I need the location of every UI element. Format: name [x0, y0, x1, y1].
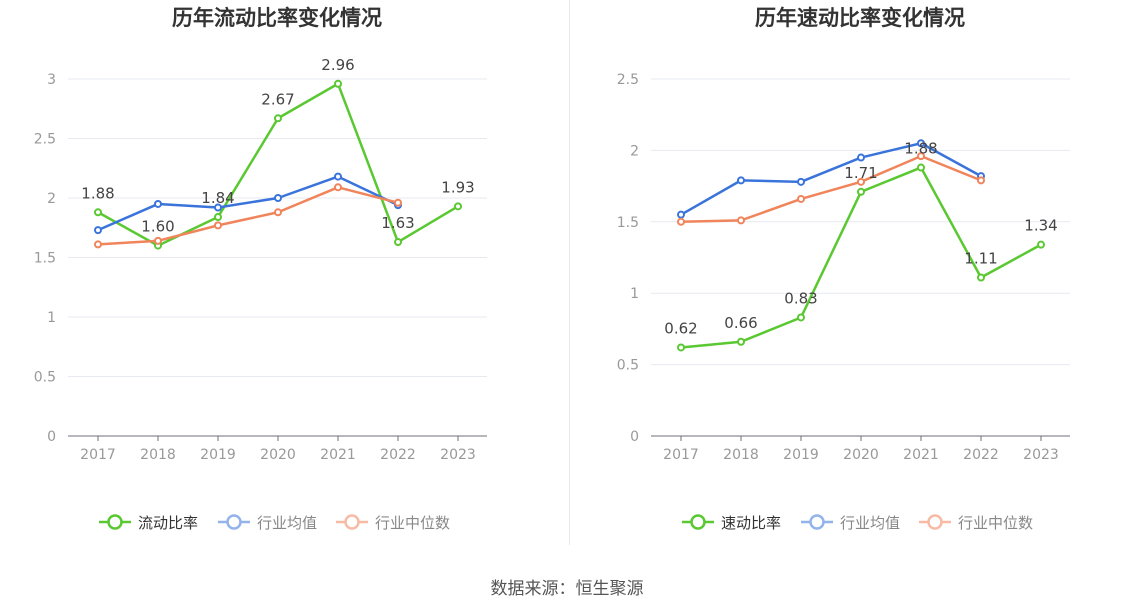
data-label: 1.93: [441, 178, 474, 196]
data-point: [94, 226, 102, 235]
x-tick-label: 2022: [963, 447, 999, 463]
legend-label: 流动比率: [138, 514, 198, 532]
x-tick-label: 2022: [380, 447, 416, 463]
data-label: 1.88: [81, 184, 114, 202]
data-point: [917, 152, 925, 161]
data-point: [737, 337, 745, 346]
data-label: 1.63: [381, 214, 414, 232]
y-tick-label: 2.5: [34, 132, 56, 148]
data-point: [797, 313, 805, 322]
x-tick-label: 2017: [80, 447, 116, 463]
series-line: [97, 175, 399, 232]
data-label: 0.83: [784, 289, 817, 307]
data-point: [154, 236, 162, 245]
data-point: [857, 187, 865, 196]
y-tick-label: 1: [630, 286, 639, 302]
data-point: [274, 208, 282, 217]
legend-marker: [927, 514, 943, 530]
y-tick-label: 1: [47, 310, 56, 326]
data-point: [1037, 240, 1045, 249]
data-point: [977, 273, 985, 282]
series-line: [680, 154, 982, 224]
data-point: [454, 202, 462, 211]
data-point: [94, 208, 102, 217]
data-point: [677, 217, 685, 226]
legend-marker: [226, 514, 242, 530]
data-label: 0.66: [724, 314, 757, 332]
data-point: [737, 216, 745, 225]
y-tick-label: 1.5: [617, 215, 639, 231]
y-tick-label: 2: [47, 191, 56, 207]
data-point: [334, 183, 342, 192]
data-label: 1.84: [201, 189, 234, 207]
data-point: [797, 194, 805, 203]
data-point: [334, 79, 342, 88]
legend-marker: [690, 514, 706, 530]
data-source-note: 数据来源：恒生聚源: [490, 579, 644, 599]
data-point: [977, 176, 985, 185]
legend-label: 行业均值: [257, 514, 317, 532]
legend-marker: [809, 514, 825, 530]
y-tick-label: 0.5: [617, 358, 639, 374]
data-label: 1.34: [1024, 217, 1057, 235]
y-tick-label: 2.5: [617, 72, 639, 88]
legend-label: 速动比率: [721, 514, 781, 532]
data-point: [917, 163, 925, 172]
legend-label: 行业均值: [840, 514, 900, 532]
data-point: [857, 177, 865, 186]
data-label: 1.60: [141, 218, 174, 236]
legend-marker: [107, 514, 123, 530]
y-tick-label: 2: [630, 143, 639, 159]
data-point: [214, 213, 222, 222]
x-tick-label: 2023: [440, 447, 476, 463]
data-point: [334, 172, 342, 181]
y-tick-label: 0.5: [34, 370, 56, 386]
y-tick-label: 1.5: [34, 251, 56, 267]
data-point: [214, 221, 222, 230]
data-label: 0.62: [664, 319, 697, 337]
data-point: [214, 203, 222, 212]
x-tick-label: 2023: [1023, 447, 1059, 463]
x-tick-label: 2018: [723, 447, 759, 463]
data-point: [677, 210, 685, 219]
data-point: [797, 177, 805, 186]
data-label: 2.67: [261, 90, 294, 108]
legend-label: 行业中位数: [958, 514, 1033, 532]
legend-marker: [344, 514, 360, 530]
x-tick-label: 2021: [903, 447, 939, 463]
data-point: [394, 238, 402, 247]
data-point: [737, 176, 745, 185]
data-point: [154, 199, 162, 208]
data-label: 1.71: [844, 164, 877, 182]
chart-title: 历年流动比率变化情况: [172, 6, 382, 30]
legend-label: 行业中位数: [375, 514, 450, 532]
y-tick-label: 0: [47, 429, 56, 445]
data-label: 2.96: [321, 56, 354, 74]
data-label: 1.88: [904, 140, 937, 158]
y-tick-label: 0: [630, 429, 639, 445]
x-tick-label: 2021: [320, 447, 356, 463]
x-tick-label: 2019: [783, 447, 819, 463]
data-point: [917, 139, 925, 148]
data-label: 1.11: [964, 249, 997, 267]
data-point: [857, 153, 865, 162]
data-point: [274, 194, 282, 202]
x-tick-label: 2020: [260, 447, 296, 463]
x-tick-label: 2018: [140, 447, 176, 463]
x-tick-label: 2017: [663, 447, 699, 463]
chart-title: 历年速动比率变化情况: [755, 6, 965, 30]
data-point: [94, 240, 102, 249]
x-tick-label: 2020: [843, 447, 879, 463]
data-point: [677, 343, 685, 352]
series-line: [97, 186, 399, 246]
data-point: [274, 114, 282, 123]
x-tick-label: 2019: [200, 447, 236, 463]
data-point: [394, 198, 402, 207]
chart-divider: [569, 0, 570, 545]
y-tick-label: 3: [47, 72, 56, 88]
series-line: [680, 142, 982, 216]
